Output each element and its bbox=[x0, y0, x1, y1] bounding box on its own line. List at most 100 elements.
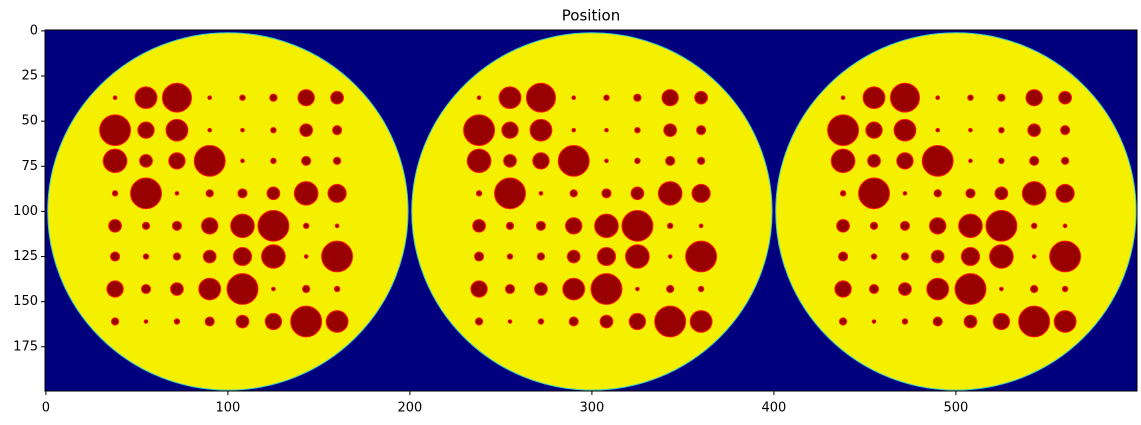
x-tick-label: 300 bbox=[579, 401, 604, 416]
spot bbox=[634, 126, 641, 134]
y-tick-label: 100 bbox=[13, 204, 38, 219]
y-tick-label: 175 bbox=[13, 339, 38, 354]
disc bbox=[47, 32, 409, 391]
spot bbox=[929, 217, 947, 235]
spot bbox=[240, 127, 245, 133]
spot bbox=[198, 277, 222, 301]
spot bbox=[532, 152, 550, 170]
spot bbox=[571, 95, 577, 100]
spot bbox=[1030, 222, 1038, 230]
spot bbox=[170, 282, 184, 296]
spot bbox=[901, 318, 909, 325]
spot bbox=[536, 252, 546, 261]
spot bbox=[1025, 89, 1043, 107]
spot bbox=[207, 127, 213, 133]
spot bbox=[896, 152, 914, 170]
spot bbox=[590, 273, 623, 305]
spot bbox=[505, 221, 515, 230]
spot bbox=[535, 220, 547, 231]
spot bbox=[628, 312, 647, 331]
spot bbox=[474, 251, 485, 262]
spot bbox=[865, 121, 883, 139]
y-tick-label: 0 bbox=[30, 23, 38, 38]
spot bbox=[290, 305, 323, 338]
spot bbox=[235, 314, 250, 329]
spot bbox=[965, 188, 976, 199]
spot bbox=[226, 273, 259, 305]
spot bbox=[698, 223, 704, 229]
spot bbox=[1053, 310, 1077, 333]
spot bbox=[889, 82, 921, 113]
spot bbox=[1029, 155, 1040, 166]
spot bbox=[332, 125, 343, 136]
spot bbox=[330, 90, 344, 105]
spot bbox=[930, 249, 945, 264]
spot bbox=[140, 284, 152, 295]
spot bbox=[557, 145, 590, 177]
spot bbox=[604, 158, 609, 164]
spot bbox=[869, 221, 879, 230]
spot bbox=[827, 114, 860, 147]
spot bbox=[997, 93, 1006, 102]
spot bbox=[834, 280, 852, 298]
spot bbox=[633, 93, 642, 102]
spot bbox=[501, 121, 519, 139]
spot bbox=[293, 181, 319, 206]
spot bbox=[1060, 156, 1070, 165]
spot bbox=[257, 210, 290, 242]
image bbox=[45, 30, 1137, 391]
spot bbox=[635, 286, 640, 292]
spot bbox=[321, 240, 354, 273]
spot bbox=[992, 312, 1011, 331]
spot bbox=[932, 316, 943, 327]
spot bbox=[475, 190, 483, 197]
y-tick-label: 50 bbox=[21, 114, 38, 129]
x-tick-label: 200 bbox=[397, 401, 422, 416]
spot bbox=[99, 114, 132, 147]
spot bbox=[139, 154, 153, 168]
spot bbox=[566, 249, 581, 264]
spot bbox=[968, 127, 973, 133]
spot bbox=[110, 251, 121, 262]
plot-frame bbox=[44, 29, 1138, 392]
spot bbox=[858, 177, 890, 210]
spot bbox=[332, 156, 342, 165]
spot bbox=[538, 191, 544, 196]
spot bbox=[137, 121, 155, 139]
spot bbox=[900, 252, 910, 261]
spot bbox=[172, 252, 182, 261]
spot bbox=[1027, 123, 1042, 137]
spot bbox=[634, 157, 641, 165]
spot bbox=[661, 89, 679, 107]
spot bbox=[165, 118, 189, 142]
spot bbox=[839, 190, 847, 197]
spot bbox=[106, 280, 124, 298]
spot bbox=[1060, 125, 1071, 136]
spot bbox=[998, 157, 1005, 165]
spot bbox=[838, 251, 849, 262]
spot bbox=[1031, 254, 1037, 259]
spot bbox=[594, 213, 619, 239]
disc bbox=[775, 32, 1137, 391]
spot bbox=[994, 186, 1009, 201]
spot bbox=[207, 95, 213, 100]
spot bbox=[862, 86, 886, 110]
spot bbox=[604, 127, 609, 133]
spot bbox=[1030, 284, 1039, 294]
spot bbox=[504, 284, 516, 295]
spot bbox=[334, 223, 340, 229]
spot bbox=[270, 157, 277, 165]
spot bbox=[130, 177, 162, 210]
spot bbox=[691, 183, 711, 203]
spot bbox=[466, 148, 492, 174]
spot bbox=[838, 317, 848, 326]
spot bbox=[237, 188, 248, 199]
spot bbox=[141, 221, 151, 230]
spot bbox=[989, 244, 1014, 269]
spot bbox=[174, 191, 180, 196]
spot bbox=[963, 314, 978, 329]
spot bbox=[270, 126, 277, 134]
spot bbox=[967, 94, 974, 101]
spot bbox=[1062, 223, 1068, 229]
spot bbox=[470, 280, 488, 298]
